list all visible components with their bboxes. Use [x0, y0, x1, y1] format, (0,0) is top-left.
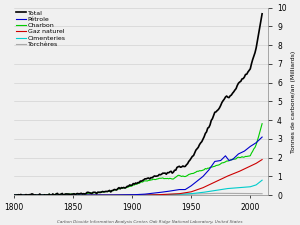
Pétrole	[108, 194, 111, 196]
Line: Torchères: Torchères	[14, 193, 262, 195]
Pétrole	[237, 153, 240, 155]
Gaz naturel	[85, 194, 89, 196]
Gaz naturel	[260, 158, 264, 161]
Pétrole	[85, 194, 89, 196]
Cimenteries	[237, 186, 240, 189]
Gaz naturel	[12, 194, 16, 197]
Charbon	[122, 187, 126, 189]
Cimenteries	[183, 193, 187, 195]
Gaz naturel	[121, 194, 124, 196]
Line: Charbon: Charbon	[14, 124, 262, 195]
Total	[237, 82, 240, 85]
Total	[19, 193, 23, 196]
Gaz naturel	[183, 191, 187, 194]
Total	[108, 189, 111, 192]
Total	[121, 187, 124, 189]
Pétrole	[260, 136, 264, 138]
Text: Carbon Dioxide Information Analysis Center, Oak Ridge National Laboratory, Unite: Carbon Dioxide Information Analysis Cent…	[57, 220, 243, 224]
Pétrole	[121, 194, 124, 196]
Charbon	[13, 194, 17, 197]
Cimenteries	[121, 194, 124, 196]
Total	[85, 191, 89, 194]
Line: Gaz naturel: Gaz naturel	[14, 160, 262, 195]
Charbon	[260, 122, 264, 125]
Legend: Total, Pétrole, Charbon, Gaz naturel, Cimenteries, Torchères: Total, Pétrole, Charbon, Gaz naturel, Ci…	[16, 9, 66, 48]
Charbon	[184, 175, 188, 177]
Y-axis label: Tonnes de carbone/an (Milliards): Tonnes de carbone/an (Milliards)	[291, 50, 296, 153]
Pétrole	[19, 194, 23, 197]
Pétrole	[183, 188, 187, 191]
Torchères	[183, 193, 187, 196]
Cimenteries	[85, 194, 89, 196]
Total	[260, 12, 264, 15]
Torchères	[85, 194, 89, 197]
Pétrole	[12, 194, 16, 197]
Total	[183, 165, 187, 168]
Torchères	[108, 194, 111, 197]
Charbon	[109, 190, 112, 192]
Cimenteries	[108, 194, 111, 196]
Torchères	[260, 192, 264, 195]
Line: Cimenteries: Cimenteries	[14, 180, 262, 195]
Gaz naturel	[237, 170, 240, 173]
Torchères	[213, 192, 217, 195]
Cimenteries	[12, 194, 16, 197]
Torchères	[238, 192, 242, 195]
Line: Total: Total	[14, 14, 262, 195]
Cimenteries	[19, 194, 23, 197]
Charbon	[86, 192, 90, 195]
Total	[12, 194, 16, 197]
Torchères	[12, 194, 16, 197]
Torchères	[19, 194, 23, 197]
Charbon	[238, 156, 242, 159]
Gaz naturel	[19, 194, 23, 197]
Torchères	[121, 194, 124, 197]
Charbon	[12, 194, 16, 196]
Line: Pétrole: Pétrole	[14, 137, 262, 195]
Charbon	[20, 194, 24, 196]
Gaz naturel	[108, 194, 111, 196]
Cimenteries	[260, 179, 264, 182]
